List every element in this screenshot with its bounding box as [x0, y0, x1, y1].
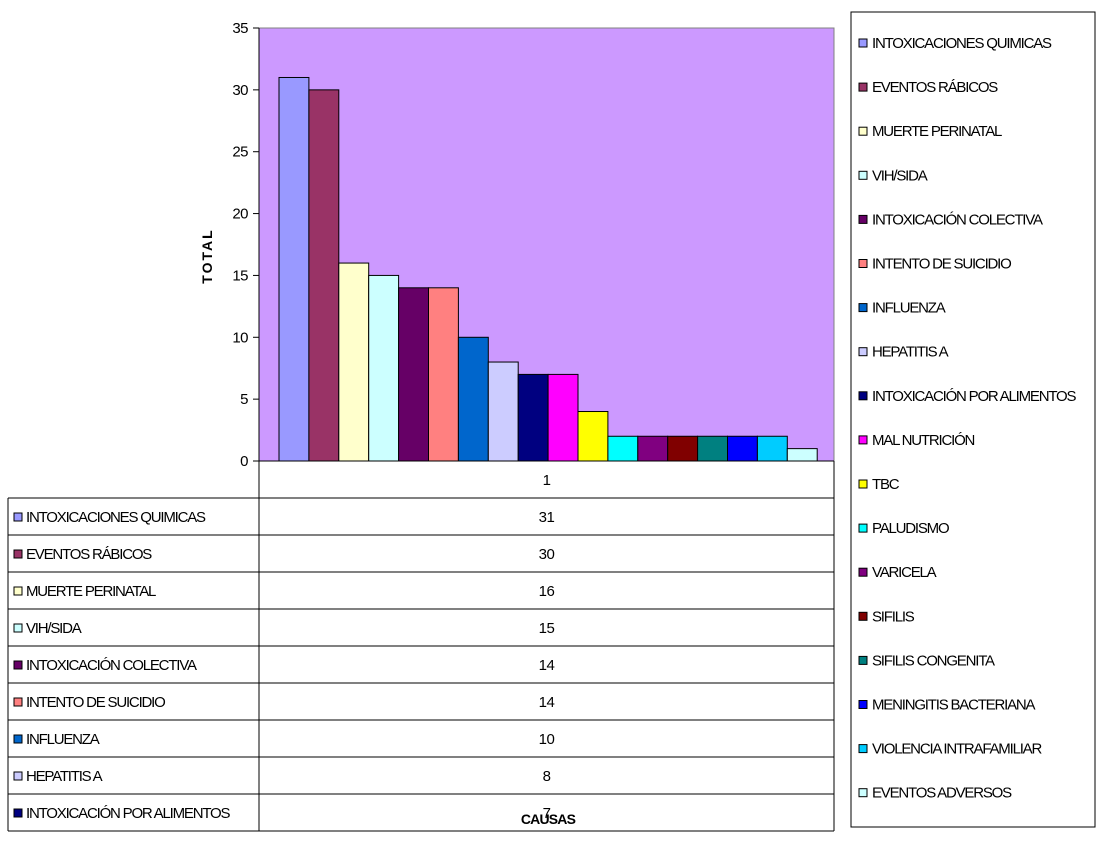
legend-box	[850, 11, 1096, 828]
bar	[697, 435, 728, 462]
table-row-label: VIH/SIDA	[26, 620, 82, 637]
table-row-value: 30	[539, 546, 555, 563]
legend-item: SIFILIS CONGENITA	[872, 652, 995, 669]
y-tick-label: 10	[232, 329, 248, 346]
bar	[457, 336, 489, 462]
x-axis-label: CAUSAS	[521, 811, 576, 827]
legend-swatch	[858, 567, 868, 577]
legend-swatch	[858, 38, 868, 48]
legend-item: INTOXICACIONES QUIMICAS	[872, 35, 1052, 52]
bar	[398, 287, 430, 462]
plot-area: 0 5 10 15 20 25 30 35	[232, 20, 835, 470]
y-tick-label: 15	[232, 267, 248, 284]
data-table: 1 INTOXICACIONES QUIMICAS 31 EVENTOS RÁBICO…	[7, 461, 835, 832]
table-row-value: 7	[543, 805, 551, 822]
bar	[487, 361, 519, 462]
legend-item: EVENTOS RÁBICOS	[872, 79, 998, 96]
legend-swatch	[858, 700, 868, 709]
table-swatch	[13, 808, 23, 818]
bar	[786, 448, 818, 462]
bar	[308, 89, 340, 462]
legend-item: VARICELA	[872, 564, 937, 581]
table-row-label: INTOXICACIONES QUIMICAS	[26, 509, 206, 526]
table-row-label: EVENTOS RÁBICOS	[26, 546, 152, 563]
table-row-label: INTENTO DE SUICIDIO	[26, 694, 165, 711]
table-row-value: 14	[539, 694, 555, 711]
table-row-label: INTOXICACIÓN COLECTIVA	[26, 657, 197, 674]
table-row-label: INFLUENZA	[26, 731, 100, 748]
y-tick-label: 35	[232, 20, 248, 37]
table-row-value: 14	[539, 657, 555, 674]
legend-swatch	[858, 788, 868, 798]
legend-swatch	[858, 479, 868, 489]
legend-item: VIOLENCIA INTRAFAMILIAR	[872, 741, 1042, 758]
y-tick-label: 25	[232, 144, 248, 161]
legend-item: INTOXICACIÓN COLECTIVA	[872, 211, 1043, 228]
legend-swatch	[858, 744, 868, 754]
legend-swatch	[858, 214, 868, 224]
y-axis-label: TOTAL	[199, 228, 215, 283]
legend-swatch	[858, 347, 868, 357]
legend-item: MENINGITIS BACTERIANA	[872, 697, 1036, 714]
bar	[667, 435, 699, 462]
bar	[278, 76, 310, 462]
bar	[637, 435, 669, 462]
legend-item: INTOXICACIÓN POR ALIMENTOS	[872, 388, 1076, 405]
bar	[727, 435, 758, 462]
table-swatch	[13, 734, 23, 744]
table-swatch	[13, 623, 23, 633]
y-tick-label: 20	[232, 206, 248, 223]
table-swatch	[13, 771, 23, 781]
legend-item: MAL NUTRICIÓN	[872, 432, 975, 449]
table-row-label: INTOXICACIÓN POR ALIMENTOS	[26, 805, 230, 822]
category-label: 1	[543, 472, 551, 489]
bar	[756, 435, 788, 462]
legend-item: SIFILIS	[872, 608, 915, 625]
y-tick-label: 0	[240, 453, 248, 470]
legend-item: VIH/SIDA	[872, 167, 928, 184]
legend-swatch	[858, 170, 868, 180]
bar	[517, 373, 549, 462]
legend-swatch	[858, 655, 868, 665]
y-tick-label: 5	[240, 391, 248, 408]
legend: INTOXICACIONES QUIMICAS EVENTOS RÁBICOS MU…	[850, 11, 1096, 828]
table-row-label: MUERTE PERINATAL	[26, 583, 156, 600]
y-tick-label: 30	[232, 82, 248, 99]
bar	[338, 262, 370, 462]
table-row-value: 16	[539, 583, 555, 600]
table-swatch	[13, 549, 23, 559]
legend-item: TBC	[872, 476, 900, 493]
legend-swatch	[858, 303, 868, 313]
table-swatch	[13, 697, 23, 707]
legend-item: INFLUENZA	[872, 300, 946, 317]
legend-swatch	[858, 82, 868, 92]
legend-item: INTENTO DE SUICIDIO	[872, 256, 1011, 273]
legend-swatch	[858, 391, 868, 401]
legend-swatch	[858, 126, 868, 136]
bar	[577, 411, 609, 462]
table-row-value: 8	[543, 768, 551, 785]
legend-item: MUERTE PERINATAL	[872, 123, 1002, 140]
legend-swatch	[858, 523, 868, 533]
legend-swatch	[858, 259, 868, 268]
table-row-value: 31	[539, 509, 555, 526]
legend-item: EVENTOS ADVERSOS	[872, 785, 1012, 802]
table-row-value: 15	[539, 620, 555, 637]
table-swatch	[13, 660, 23, 670]
bar	[607, 435, 639, 462]
bar	[547, 373, 579, 462]
table-swatch	[13, 586, 23, 596]
table-row-label: HEPATITIS A	[26, 768, 103, 785]
bar	[428, 287, 459, 462]
table-row-value: 10	[539, 731, 555, 748]
legend-swatch	[858, 435, 868, 445]
bar	[368, 274, 400, 462]
legend-swatch	[858, 611, 868, 621]
table-swatch	[13, 512, 23, 522]
legend-item: HEPATITIS A	[872, 344, 949, 361]
legend-item: PALUDISMO	[872, 520, 949, 537]
